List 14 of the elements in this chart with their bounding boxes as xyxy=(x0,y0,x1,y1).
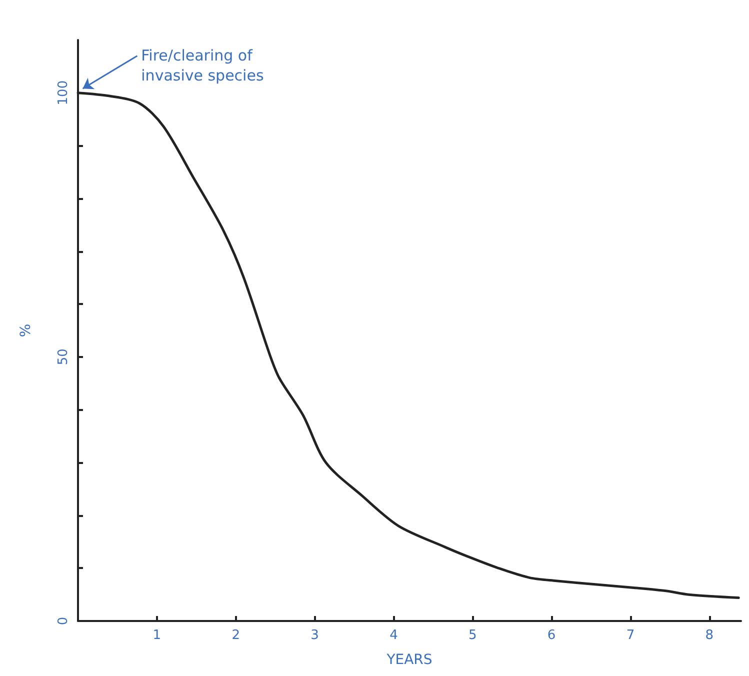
y-axis-title: % xyxy=(18,324,34,338)
x-tick-label: 1 xyxy=(152,628,162,643)
x-tick-label: 5 xyxy=(468,628,477,643)
x-tick-label: 3 xyxy=(310,628,319,643)
x-tick-label: 2 xyxy=(232,628,240,643)
x-tick-label: 4 xyxy=(390,628,398,643)
x-axis-title: YEARS xyxy=(386,652,432,668)
y-tick-label: 50 xyxy=(56,348,71,366)
y-tick-label: 0 xyxy=(56,616,71,626)
x-tick-label: 6 xyxy=(547,628,556,643)
annotation: Fire/clearing of invasive species xyxy=(141,46,264,84)
y-tick-label: 100 xyxy=(56,80,71,106)
x-tick-label: 8 xyxy=(705,628,714,643)
x-tick-label: 7 xyxy=(626,628,635,643)
